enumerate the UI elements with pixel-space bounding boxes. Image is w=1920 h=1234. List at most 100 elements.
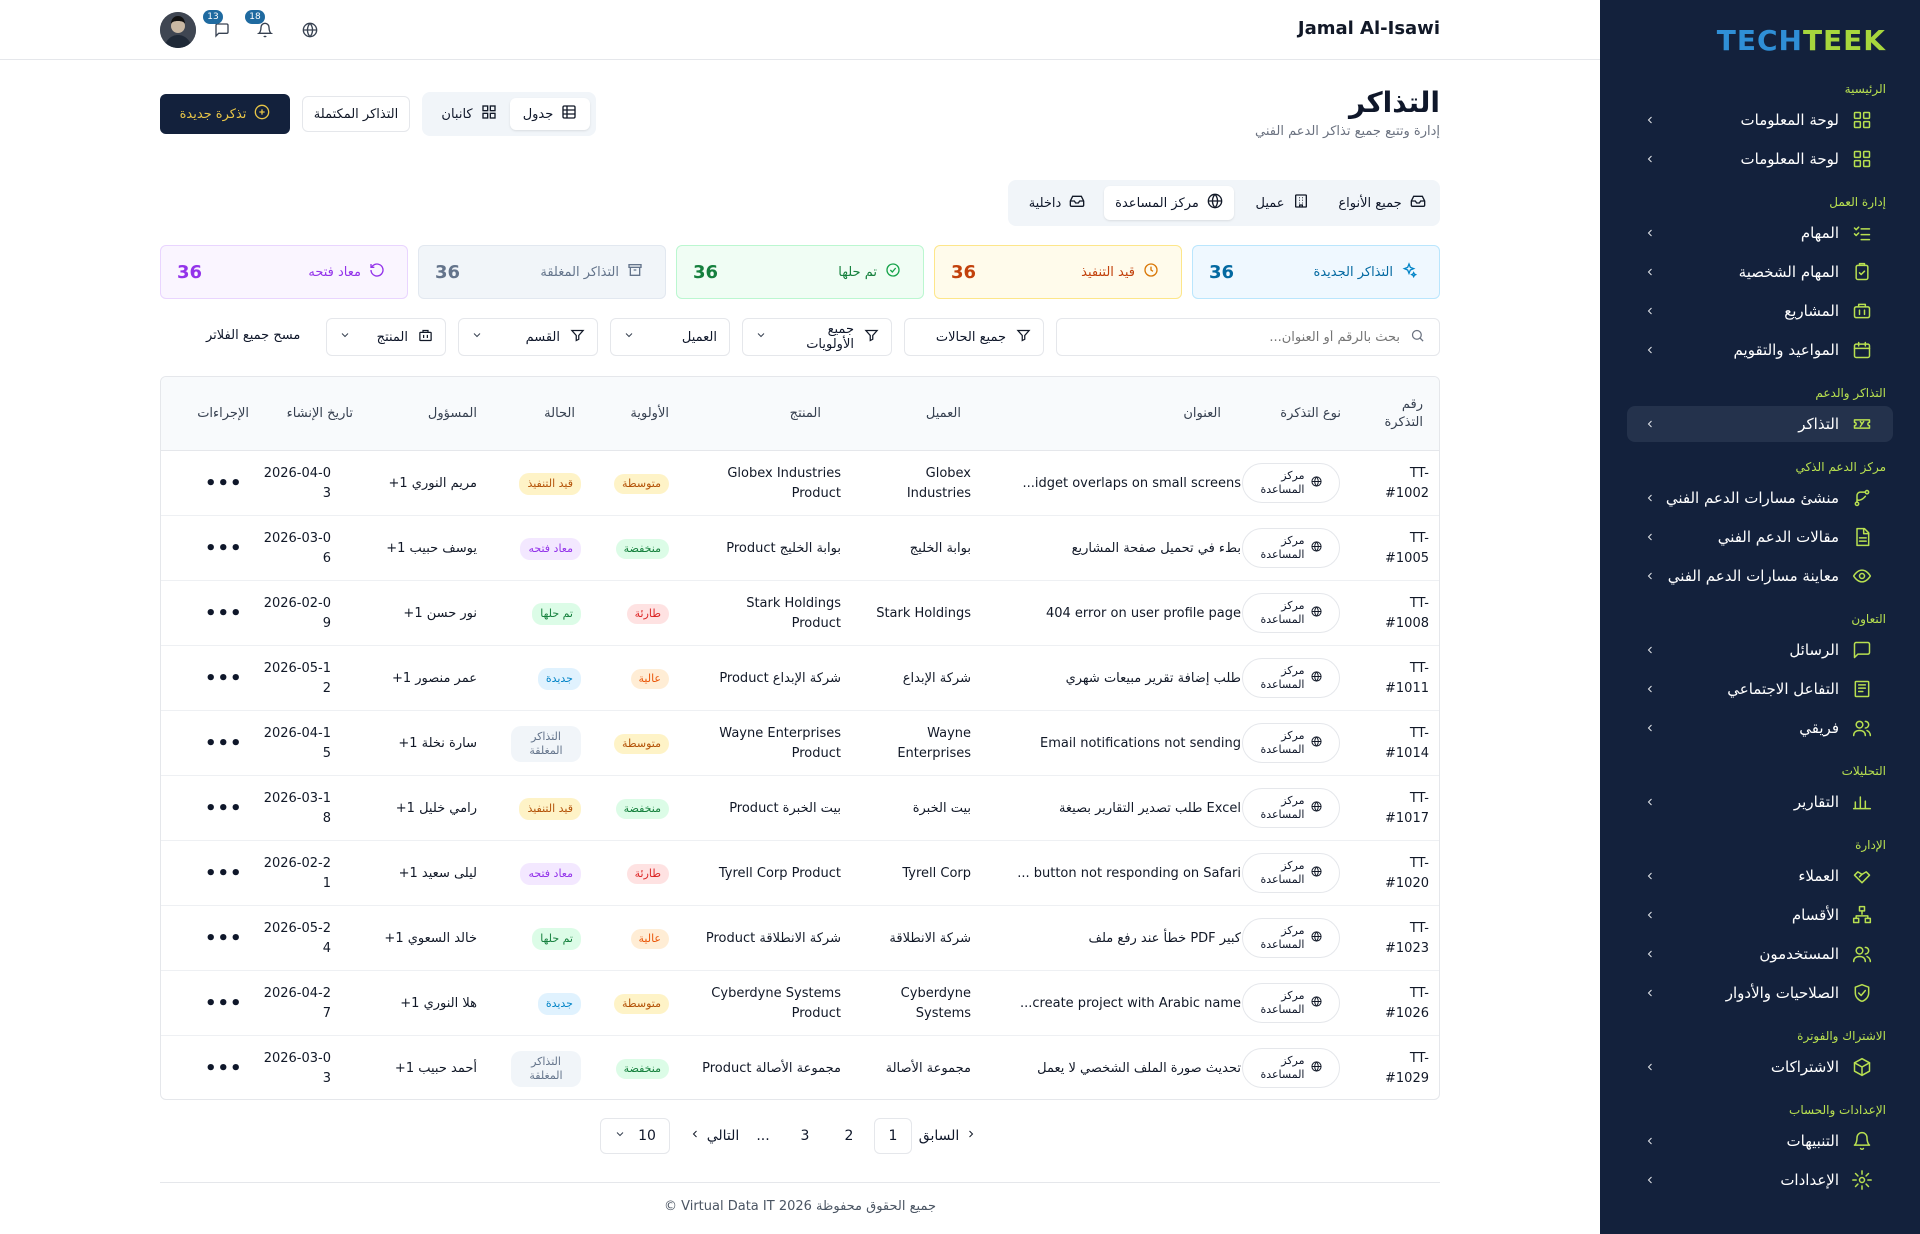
tab-client[interactable]: عميل	[1240, 186, 1324, 220]
sidebar-item[interactable]: الصلاحيات والأدوار	[1627, 975, 1893, 1011]
ticket-number[interactable]: TT-#1020	[1385, 855, 1429, 891]
row-actions-more-icon[interactable]: •••	[205, 733, 243, 754]
search-input[interactable]	[1057, 329, 1400, 345]
sidebar-item[interactable]: التفاعل الاجتماعي	[1627, 671, 1893, 707]
ticket-title[interactable]: بطء في تحميل صفحة المشاريع	[991, 516, 1241, 581]
sidebar-item[interactable]: مقالات الدعم الفني	[1627, 519, 1893, 555]
sidebar-item[interactable]: التنبيهات	[1627, 1123, 1893, 1159]
ticket-title[interactable]: خطأ عند رفع ملف PDF كبير	[991, 906, 1241, 971]
table-row[interactable]: TT-#1014 مركز المساعدة Email notifications…	[161, 711, 1439, 776]
ticket-title[interactable]: Email notifications not sending	[991, 711, 1241, 776]
sidebar-item[interactable]: الرسائل	[1627, 632, 1893, 668]
table-row[interactable]: TT-#1011 مركز المساعدة طلب إضافة تقرير مبي…	[161, 646, 1439, 711]
view-table-button[interactable]: جدول	[510, 98, 590, 130]
client-filter[interactable]: العميل	[610, 318, 730, 356]
ticket-title[interactable]: طلب تصدير التقارير بصيغة Excel	[991, 776, 1241, 841]
row-actions-more-icon[interactable]: •••	[205, 928, 243, 949]
page-size-select[interactable]: 10	[600, 1118, 670, 1154]
sidebar-item[interactable]: لوحة المعلومات	[1627, 102, 1893, 138]
stat-card-resolved[interactable]: تم حلها 36	[676, 245, 924, 299]
sidebar-item[interactable]: معاينة مسارات الدعم الفني	[1627, 558, 1893, 594]
row-actions-more-icon[interactable]: •••	[205, 473, 243, 494]
table-row[interactable]: TT-#1023 مركز المساعدة خطأ عند رفع ملف PDF…	[161, 906, 1439, 971]
ticket-title[interactable]: تحديث صورة الملف الشخصي لا يعمل	[991, 1036, 1241, 1099]
avatar[interactable]	[160, 12, 196, 48]
techteek-logo[interactable]: TECHTEEK	[1716, 24, 1886, 57]
sidebar-item[interactable]: الاشتراكات	[1627, 1049, 1893, 1085]
col-assignee[interactable]: المسؤول	[427, 406, 477, 421]
sidebar-item[interactable]: منشئ مسارات الدعم الفني	[1627, 480, 1893, 516]
col-number[interactable]: رقم التذكرة	[1384, 397, 1424, 430]
sidebar-item[interactable]: المهام	[1627, 215, 1893, 251]
sidebar-item[interactable]: فريقي	[1627, 710, 1893, 746]
ticket-number[interactable]: TT-#1011	[1385, 660, 1429, 696]
page-1-button[interactable]: 1	[874, 1118, 912, 1154]
ticket-number[interactable]: TT-#1002	[1385, 465, 1429, 501]
table-row[interactable]: TT-#1017 مركز المساعدة طلب تصدير التقارير …	[161, 776, 1439, 841]
stat-card-closed[interactable]: التذاكر المغلقة 36	[418, 245, 666, 299]
table-row[interactable]: TT-#1026 مركز المساعدة ...create project w…	[161, 971, 1439, 1036]
sidebar-item[interactable]: المواعيد والتقويم	[1627, 332, 1893, 368]
table-row[interactable]: TT-#1005 مركز المساعدة بطء في تحميل صفحة ا…	[161, 516, 1439, 581]
stat-card-new[interactable]: التذاكر الجديدة 36	[1192, 245, 1440, 299]
sidebar-item[interactable]: المشاريع	[1627, 293, 1893, 329]
table-row[interactable]: TT-#1002 مركز المساعدة ...idget overlaps o…	[161, 451, 1439, 516]
view-kanban-button[interactable]: كانبان	[430, 98, 508, 130]
prev-page-button[interactable]: السابق	[918, 1118, 978, 1154]
department-filter[interactable]: القسم	[458, 318, 598, 356]
sidebar-item[interactable]: التقارير	[1627, 784, 1893, 820]
status-filter[interactable]: جميع الحالات	[904, 318, 1044, 356]
tab-internal[interactable]: داخلية	[1014, 186, 1100, 220]
row-actions-more-icon[interactable]: •••	[205, 798, 243, 819]
clear-filters-button[interactable]: مسح جميع الفلاتر	[206, 328, 301, 343]
tab-all-types[interactable]: جميع الأنواع	[1330, 186, 1434, 220]
col-title[interactable]: العنوان	[1183, 406, 1221, 421]
ticket-number[interactable]: TT-#1008	[1385, 595, 1429, 631]
sidebar-item[interactable]: الإعدادات	[1627, 1162, 1893, 1198]
ticket-number[interactable]: TT-#1014	[1385, 725, 1429, 761]
col-status[interactable]: الحالة	[544, 406, 575, 421]
ticket-title[interactable]: طلب إضافة تقرير مبيعات شهري	[991, 646, 1241, 711]
next-page-button[interactable]: التالي	[684, 1118, 744, 1154]
row-actions-more-icon[interactable]: •••	[205, 1058, 243, 1079]
priority-filter[interactable]: جميع الأولويات	[742, 318, 892, 356]
stat-card-reopened[interactable]: معاد فتحه 36	[160, 245, 408, 299]
stat-card-in-progress[interactable]: قيد التنفيذ 36	[934, 245, 1182, 299]
completed-tickets-button[interactable]: التذاكر المكتملة	[302, 96, 410, 132]
sidebar-item[interactable]: التذاكر	[1627, 406, 1893, 442]
page-2-button[interactable]: 2	[844, 1128, 854, 1144]
product-filter[interactable]: المنتج	[326, 318, 446, 356]
row-actions-more-icon[interactable]: •••	[205, 603, 243, 624]
col-priority[interactable]: الأولوية	[630, 406, 669, 421]
page-3-button[interactable]: 3	[800, 1128, 810, 1144]
col-created[interactable]: تاريخ الإنشاء	[286, 406, 353, 421]
bell-icon[interactable]	[253, 18, 277, 42]
ticket-number[interactable]: TT-#1029	[1385, 1050, 1429, 1086]
sidebar-item[interactable]: المستخدمون	[1627, 936, 1893, 972]
sidebar-item[interactable]: المهام الشخصية	[1627, 254, 1893, 290]
row-actions-more-icon[interactable]: •••	[205, 668, 243, 689]
ticket-title[interactable]: 404 error on user profile page	[991, 581, 1241, 646]
row-actions-more-icon[interactable]: •••	[205, 538, 243, 559]
ticket-title[interactable]: ...idget overlaps on small screens	[991, 451, 1241, 516]
ticket-number[interactable]: TT-#1005	[1385, 530, 1429, 566]
sidebar-item[interactable]: لوحة المعلومات	[1627, 141, 1893, 177]
ticket-title[interactable]: ...create project with Arabic name	[991, 971, 1241, 1036]
row-actions-more-icon[interactable]: •••	[205, 993, 243, 1014]
col-type[interactable]: نوع التذكرة	[1280, 406, 1341, 421]
col-product[interactable]: المنتج	[789, 406, 821, 421]
table-row[interactable]: TT-#1029 مركز المساعدة تحديث صورة الملف ال…	[161, 1036, 1439, 1099]
col-client[interactable]: العميل	[925, 406, 961, 421]
sidebar-item[interactable]: العملاء	[1627, 858, 1893, 894]
tab-help-center[interactable]: مركز المساعدة	[1104, 186, 1234, 220]
globe-icon[interactable]	[298, 18, 322, 42]
ticket-number[interactable]: TT-#1023	[1385, 920, 1429, 956]
table-row[interactable]: TT-#1008 مركز المساعدة 404 error on user p…	[161, 581, 1439, 646]
ticket-number[interactable]: TT-#1026	[1385, 985, 1429, 1021]
ticket-number[interactable]: TT-#1017	[1385, 790, 1429, 826]
messages-icon[interactable]	[210, 18, 234, 42]
new-ticket-button[interactable]: تذكرة جديدة	[160, 94, 290, 134]
row-actions-more-icon[interactable]: •••	[205, 863, 243, 884]
ticket-title[interactable]: ... button not responding on Safari	[991, 841, 1241, 906]
table-row[interactable]: TT-#1020 مركز المساعدة ... button not resp…	[161, 841, 1439, 906]
